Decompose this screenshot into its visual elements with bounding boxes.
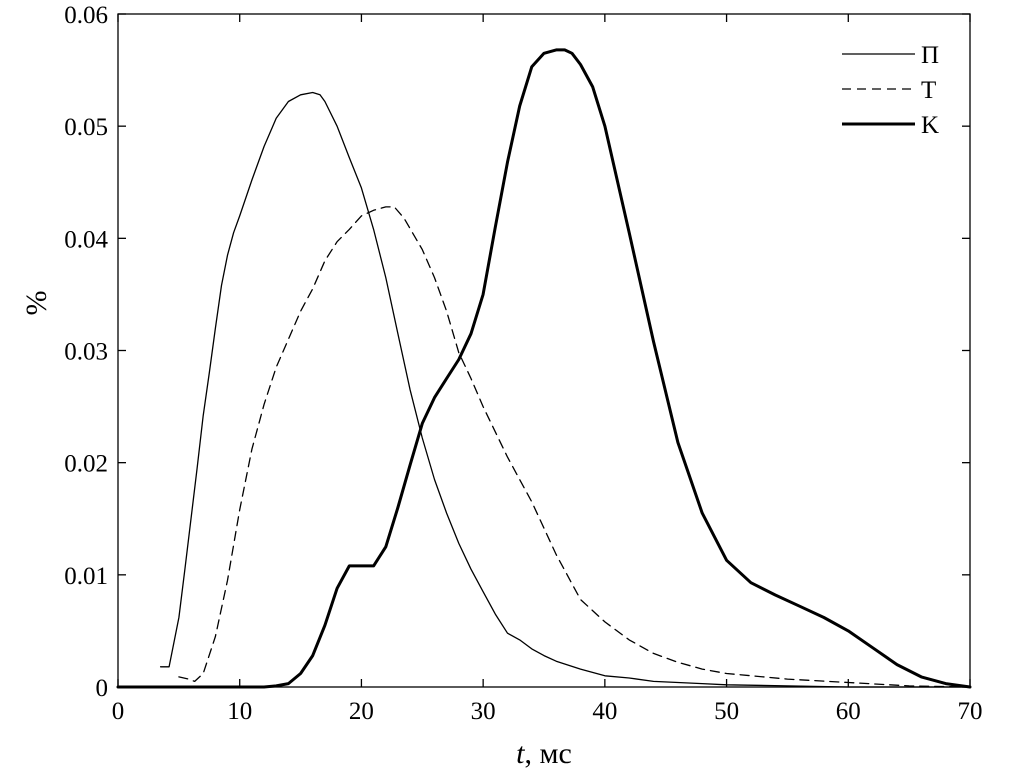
legend: ПTK xyxy=(842,42,939,139)
tick-labels-layer: 0 10 20 30 40 50 60 70 0 0.01 0.02 0.03 0.04 0.05 0.06 xyxy=(64,2,982,725)
y-tick-label: 0.01 xyxy=(64,563,108,590)
x-tick-label: 10 xyxy=(227,698,252,725)
legend-label-2: T xyxy=(921,77,936,104)
series-layer xyxy=(116,48,972,689)
x-axis-title: t, мс xyxy=(516,737,572,770)
series-line-1 xyxy=(159,91,971,688)
series-line-2 xyxy=(178,206,971,688)
y-tick-label: 0.03 xyxy=(64,339,108,366)
series-line-3 xyxy=(116,48,972,689)
y-tick-label: 0 xyxy=(96,675,109,702)
y-tick-label: 0.04 xyxy=(64,226,108,253)
x-tick-label: 20 xyxy=(349,698,374,725)
x-tick-label: 50 xyxy=(714,698,739,725)
ticks-layer xyxy=(117,13,971,688)
x-axis-title-unit: , мс xyxy=(525,737,572,770)
x-tick-label: 70 xyxy=(958,698,983,725)
x-tick-label: 60 xyxy=(836,698,861,725)
x-tick-label: 0 xyxy=(112,698,125,725)
y-tick-label: 0.05 xyxy=(64,114,108,141)
x-tick-label: 40 xyxy=(592,698,617,725)
y-axis-title: % xyxy=(20,291,53,316)
y-tick-label: 0.02 xyxy=(64,451,108,478)
x-axis-title-symbol: t xyxy=(516,737,525,770)
legend-label-1: П xyxy=(921,42,939,69)
legend-label-3: K xyxy=(921,112,939,139)
plot-frame xyxy=(117,13,971,688)
x-tick-label: 30 xyxy=(471,698,496,725)
y-tick-label: 0.06 xyxy=(64,2,108,29)
